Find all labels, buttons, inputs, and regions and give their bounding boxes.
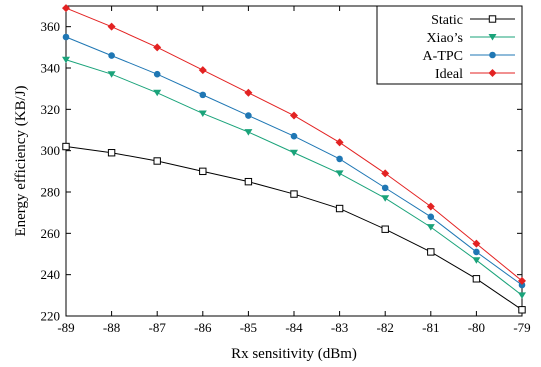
series-3-point bbox=[290, 111, 298, 120]
x-tick-label: -81 bbox=[422, 320, 439, 335]
series-2-point bbox=[290, 132, 298, 140]
series-3-point bbox=[244, 88, 253, 97]
series-0-point bbox=[153, 157, 161, 165]
x-tick-label: -87 bbox=[149, 320, 167, 335]
series-2-point bbox=[199, 91, 207, 99]
series-1-point bbox=[335, 170, 344, 177]
series-2-point bbox=[473, 248, 480, 256]
series-3-point bbox=[107, 22, 116, 31]
series-2-point bbox=[245, 112, 252, 119]
y-tick-label: 340 bbox=[41, 61, 61, 76]
series-1-point bbox=[198, 110, 207, 117]
legend-marker-1 bbox=[488, 34, 497, 41]
series-3-point bbox=[518, 276, 526, 285]
series-0-point bbox=[472, 275, 481, 283]
legend-label: Xiao’s bbox=[426, 31, 463, 46]
series-0-point bbox=[62, 142, 70, 151]
series-2-point bbox=[108, 52, 115, 59]
series-1-point bbox=[472, 257, 481, 264]
series-0-point bbox=[244, 177, 253, 186]
series-0-point bbox=[518, 306, 526, 314]
series-0-point bbox=[199, 167, 207, 176]
x-tick-label: -85 bbox=[240, 320, 257, 335]
legend-label: Static bbox=[431, 13, 463, 28]
y-tick-label: 240 bbox=[41, 267, 61, 282]
series-0-point bbox=[107, 149, 116, 157]
series-3-point bbox=[198, 66, 207, 75]
y-tick-label: 360 bbox=[41, 19, 61, 34]
legend-marker-2 bbox=[489, 51, 496, 59]
series-2-point bbox=[62, 33, 70, 41]
legend-label: Ideal bbox=[435, 67, 463, 82]
legend-label: A-TPC bbox=[423, 49, 463, 64]
series-0-point bbox=[290, 190, 298, 198]
x-tick-label: -84 bbox=[285, 320, 303, 335]
series-2-point bbox=[153, 70, 161, 78]
x-tick-label: -88 bbox=[103, 320, 120, 335]
series-3-point bbox=[62, 4, 70, 13]
series-1-point bbox=[426, 224, 435, 231]
series-1-point bbox=[381, 195, 390, 202]
series-2-point bbox=[381, 184, 389, 192]
y-tick-label: 320 bbox=[41, 102, 61, 117]
series-1-point bbox=[107, 71, 116, 78]
x-tick-label: -89 bbox=[57, 320, 74, 335]
series-line-1 bbox=[65, 59, 523, 296]
series-3-point bbox=[472, 239, 481, 248]
series-line-0 bbox=[65, 146, 523, 311]
series-2-point bbox=[336, 155, 343, 163]
y-tick-label: 280 bbox=[41, 185, 61, 200]
series-1-point bbox=[244, 129, 253, 136]
series-2-point bbox=[427, 213, 435, 221]
series-1-point bbox=[153, 89, 162, 97]
y-tick-label: 220 bbox=[41, 309, 61, 324]
series-2-point bbox=[518, 281, 526, 289]
y-tick-label: 260 bbox=[41, 226, 61, 241]
series-1-point bbox=[518, 292, 526, 299]
x-axis-title: Rx sensitivity (dBm) bbox=[231, 346, 357, 362]
series-1-point bbox=[62, 56, 70, 64]
x-tick-label: -80 bbox=[468, 320, 485, 335]
series-1-point bbox=[290, 149, 298, 157]
y-axis-title: Energy efficiency (KB/J) bbox=[13, 85, 29, 236]
y-tick-label: 300 bbox=[41, 143, 61, 158]
series-3-point bbox=[426, 202, 435, 211]
series-3-point bbox=[153, 43, 162, 52]
x-tick-label: -79 bbox=[513, 320, 530, 335]
series-3-point bbox=[381, 169, 390, 178]
series-3-point bbox=[335, 138, 344, 147]
x-tick-label: -86 bbox=[194, 320, 212, 335]
legend-marker-3 bbox=[488, 69, 497, 77]
series-0-point bbox=[381, 225, 389, 233]
series-0-point bbox=[427, 248, 435, 256]
x-tick-label: -83 bbox=[331, 320, 348, 335]
series-0-point bbox=[335, 204, 344, 213]
x-tick-label: -82 bbox=[377, 320, 394, 335]
legend-marker-0 bbox=[488, 15, 497, 23]
